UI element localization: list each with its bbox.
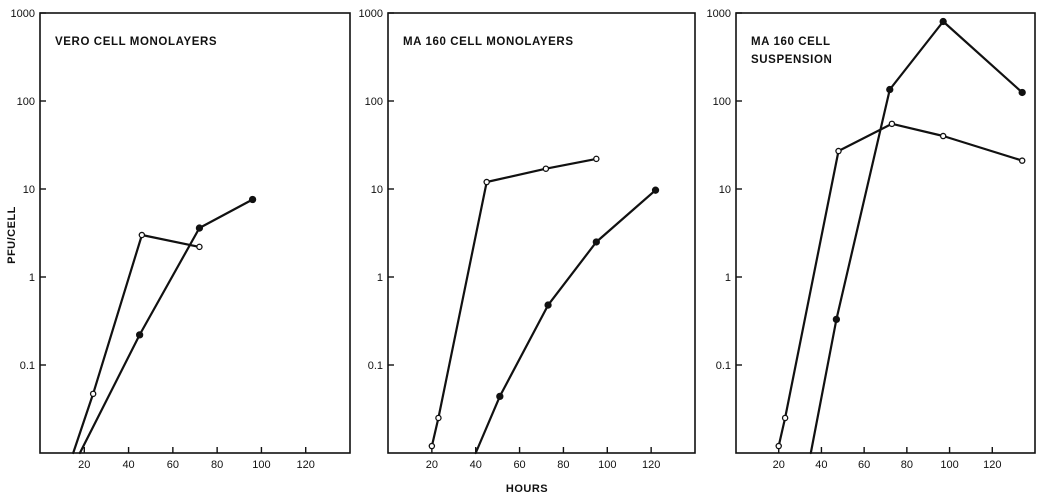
y-tick-label: 0.1 bbox=[716, 360, 731, 372]
y-tick-label: 1000 bbox=[11, 8, 35, 20]
series-line-filled bbox=[474, 189, 657, 455]
data-point-open bbox=[781, 414, 789, 422]
data-point-filled bbox=[496, 392, 504, 401]
x-tick-label: 60 bbox=[858, 459, 870, 471]
plot-frame bbox=[735, 12, 1036, 454]
panel-title: VERO CELL MONOLAYERS bbox=[55, 36, 217, 48]
x-tick-label: 20 bbox=[78, 459, 90, 471]
x-tick-label: 40 bbox=[815, 459, 827, 471]
data-point-filled bbox=[832, 315, 841, 324]
data-point-open bbox=[835, 147, 842, 155]
data-point-filled bbox=[135, 331, 144, 339]
y-axis-label: PFU/CELL bbox=[6, 206, 18, 264]
x-tick-label: 60 bbox=[513, 459, 525, 471]
data-point-filled bbox=[886, 85, 894, 94]
x-tick-label: 60 bbox=[167, 459, 179, 471]
x-tick-label: 80 bbox=[211, 459, 223, 471]
series-line-filled bbox=[809, 20, 1024, 455]
data-point-open bbox=[593, 155, 600, 163]
data-point-open bbox=[1018, 157, 1026, 164]
y-tick-label: 1000 bbox=[359, 8, 383, 20]
y-tick-label: 100 bbox=[365, 96, 383, 108]
y-tick-label: 1000 bbox=[707, 8, 731, 20]
plot-frame bbox=[387, 12, 696, 454]
x-tick-label: 80 bbox=[901, 459, 913, 471]
data-point-open bbox=[428, 442, 436, 450]
y-tick-label: 1 bbox=[725, 272, 731, 284]
y-tick-label: 1 bbox=[377, 272, 383, 284]
y-tick-label: 0.1 bbox=[20, 360, 35, 372]
y-tick-label: 1 bbox=[29, 272, 35, 284]
series-line-open bbox=[777, 122, 1024, 448]
data-point-filled bbox=[592, 238, 600, 246]
x-tick-label: 20 bbox=[773, 459, 785, 471]
x-tick-label: 100 bbox=[940, 459, 958, 471]
data-point-open bbox=[939, 132, 947, 140]
x-tick-label: 100 bbox=[598, 459, 616, 471]
data-point-filled bbox=[248, 195, 257, 204]
y-tick-label: 10 bbox=[23, 184, 35, 196]
plot-frame bbox=[39, 12, 351, 454]
panel-title: MA 160 CELL MONOLAYERS bbox=[403, 36, 574, 48]
panel-title: MA 160 CELL bbox=[751, 36, 831, 48]
y-tick-label: 100 bbox=[17, 96, 35, 108]
y-tick-label: 0.1 bbox=[368, 360, 383, 372]
series-line-open bbox=[72, 233, 201, 455]
x-tick-label: 40 bbox=[122, 459, 134, 471]
data-point-open bbox=[196, 243, 203, 251]
data-point-filled bbox=[544, 301, 552, 309]
y-tick-label: 100 bbox=[713, 96, 731, 108]
panel-title: SUSPENSION bbox=[751, 54, 832, 66]
data-point-open bbox=[775, 442, 782, 450]
x-tick-label: 120 bbox=[297, 459, 315, 471]
x-tick-label: 20 bbox=[426, 459, 438, 471]
data-point-filled bbox=[1018, 88, 1026, 97]
panel-2: 0.1 1 10 100 1000 20 40 60 80 100 120 MA 160 CELL M… bbox=[359, 8, 696, 471]
x-axis-label: HOURS bbox=[506, 483, 548, 495]
y-tick-label: 10 bbox=[719, 184, 731, 196]
x-tick-label: 80 bbox=[557, 459, 569, 471]
x-tick-label: 40 bbox=[470, 459, 482, 471]
data-point-open bbox=[483, 178, 490, 186]
series-line-filled bbox=[78, 198, 254, 455]
data-point-open bbox=[542, 165, 550, 172]
data-point-open bbox=[89, 390, 97, 398]
data-point-filled bbox=[939, 17, 947, 26]
panel-1: 0.1 1 10 100 1000 20 40 60 80 100 120 VERO CELL MON… bbox=[11, 8, 351, 471]
data-point-open bbox=[138, 231, 146, 239]
x-tick-label: 120 bbox=[983, 459, 1001, 471]
y-tick-label: 10 bbox=[371, 184, 383, 196]
series-line-open bbox=[430, 157, 598, 448]
panel-3: 0.1 1 10 100 1000 20 40 60 80 100 120 MA 160 CELL SU… bbox=[707, 8, 1036, 471]
data-point-open bbox=[888, 120, 896, 128]
x-tick-label: 120 bbox=[642, 459, 660, 471]
data-point-open bbox=[435, 414, 442, 422]
x-tick-label: 100 bbox=[252, 459, 270, 471]
data-point-filled bbox=[651, 186, 660, 194]
data-point-filled bbox=[195, 224, 204, 232]
